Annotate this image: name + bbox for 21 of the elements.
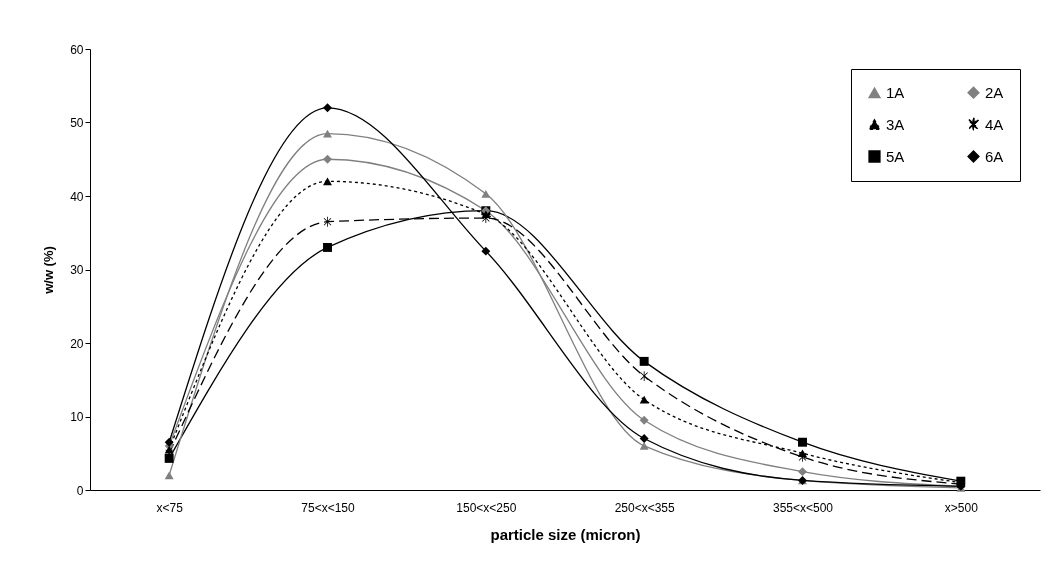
x-tick-label: 250<x<355	[614, 500, 676, 515]
y-axis-title: w/w (%)	[41, 246, 57, 295]
legend-label: 3A	[886, 115, 905, 133]
y-tick-label: 40	[70, 189, 84, 204]
y-tick-label: 0	[76, 483, 84, 498]
x-tick-label: 150<x<250	[456, 500, 517, 515]
x-tick-label: 75<x<150	[301, 500, 356, 515]
legend-label: 4A	[985, 115, 1004, 133]
legend-label: 1A	[886, 83, 905, 101]
x-tick-label: 355<x<500	[772, 500, 834, 515]
y-tick-label: 60	[70, 42, 84, 57]
x-tick-label: x<75	[156, 500, 184, 515]
x-tick-label: x>500	[944, 500, 979, 515]
legend-label: 2A	[985, 83, 1004, 101]
legend-label: 6A	[985, 147, 1004, 165]
y-tick-label: 50	[70, 116, 84, 130]
y-tick-label: 20	[70, 336, 84, 351]
legend-label: 5A	[886, 147, 905, 165]
x-axis-title: particle size (micron)	[490, 525, 641, 543]
y-tick-label: 30	[70, 263, 84, 277]
y-tick-label: 10	[70, 410, 84, 424]
